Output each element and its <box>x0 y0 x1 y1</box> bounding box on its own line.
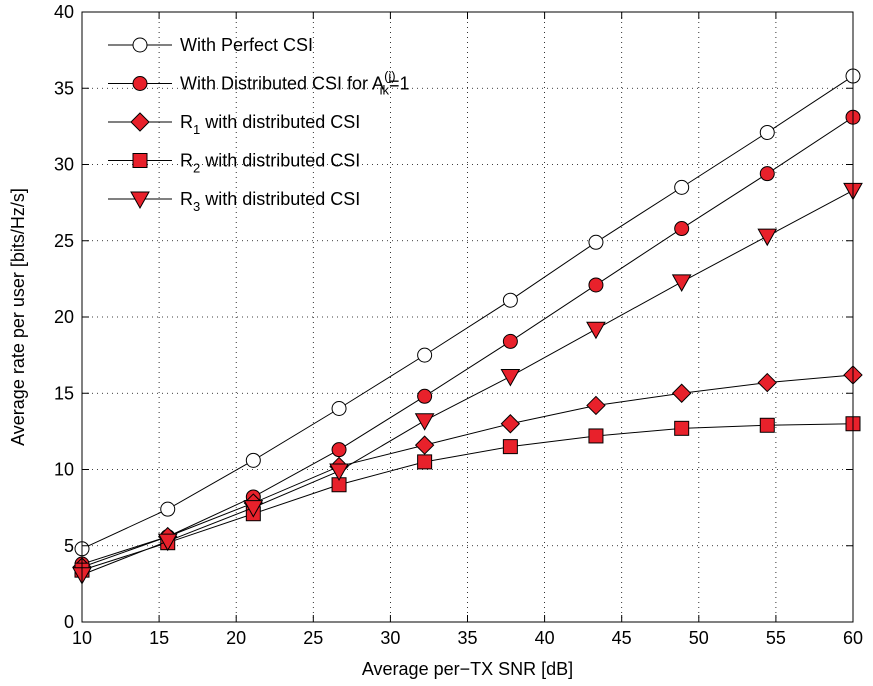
legend-label-suffix: with distributed CSI <box>200 189 360 209</box>
legend-label: R1 with distributed CSI <box>180 112 360 137</box>
legend-label: R3 with distributed CSI <box>180 189 360 214</box>
data-point <box>245 452 261 468</box>
data-point <box>414 413 435 431</box>
legend-entry-3: R1 with distributed CSI <box>108 112 360 137</box>
y-tick-label: 20 <box>54 307 74 327</box>
legend-label-subscript: 2 <box>193 161 200 176</box>
legend-marker <box>130 191 150 210</box>
legend: With Perfect CSI With Distributed CSI for… <box>108 35 410 214</box>
x-tick-label: 30 <box>380 628 400 648</box>
legend-label-superscript: (j) <box>384 69 396 84</box>
legend-label-subscript: 3 <box>193 199 200 214</box>
legend-entry-4: R2 with distributed CSI <box>108 151 360 176</box>
y-tick-label: 40 <box>54 2 74 22</box>
x-tick-label: 35 <box>457 628 477 648</box>
x-tick-label: 55 <box>766 628 786 648</box>
x-tick-label: 40 <box>535 628 555 648</box>
legend-marker <box>132 37 148 53</box>
legend-label-suffix: with distributed CSI <box>200 151 360 171</box>
data-point <box>671 274 692 292</box>
data-point <box>417 388 433 404</box>
data-point <box>502 439 518 455</box>
data-point <box>757 372 777 393</box>
data-point <box>588 234 604 250</box>
data-point <box>759 124 775 140</box>
legend-entry-5: R3 with distributed CSI <box>108 189 360 214</box>
series-2 <box>74 109 861 572</box>
legend-label: With Perfect CSI <box>180 35 313 55</box>
legend-label-main: R <box>180 189 193 209</box>
data-point <box>417 454 433 470</box>
x-tick-label: 25 <box>303 628 323 648</box>
legend-label-main: With Distributed CSI for A <box>180 74 384 94</box>
data-point <box>331 442 347 458</box>
data-point <box>502 292 518 308</box>
x-tick-label: 45 <box>612 628 632 648</box>
y-tick-label: 30 <box>54 155 74 175</box>
legend-marker <box>132 153 148 168</box>
legend-entry-1: With Perfect CSI <box>108 35 313 55</box>
ticks: 10 15 20 25 30 35 40 45 50 55 60 0 5 10 15 20 25 30 35 40 <box>54 2 863 648</box>
data-point <box>157 533 178 552</box>
series-4 <box>74 416 861 578</box>
y-tick-label: 35 <box>54 78 74 98</box>
data-point <box>674 420 690 436</box>
legend-label-main: With Perfect CSI <box>180 35 313 55</box>
x-tick-label: 10 <box>72 628 92 648</box>
data-point <box>160 501 176 517</box>
legend-entry-2: With Distributed CSI for A(j) ik=1 <box>108 69 410 98</box>
data-point <box>759 417 775 433</box>
data-point <box>243 500 264 518</box>
series-line <box>81 189 854 576</box>
x-tick-label: 60 <box>843 628 863 648</box>
data-point <box>502 333 518 349</box>
legend-label-subscript: 1 <box>193 122 200 137</box>
legend-label-main: R <box>180 151 193 171</box>
series-line <box>81 75 854 550</box>
x-axis-label: Average per−TX SNR [dB] <box>362 659 573 679</box>
legend-marker <box>132 76 148 91</box>
y-tick-label: 25 <box>54 231 74 251</box>
data-point <box>757 228 778 247</box>
data-point <box>674 179 690 195</box>
data-point <box>500 414 521 434</box>
series-line <box>81 374 854 568</box>
data-point <box>588 277 604 293</box>
series-1 <box>74 68 861 557</box>
data-point <box>588 428 604 444</box>
data-point <box>329 463 349 482</box>
grid <box>82 12 853 622</box>
data-point <box>331 401 347 416</box>
legend-label-suffix: =1 <box>389 74 410 94</box>
y-tick-label: 0 <box>64 612 74 632</box>
data-point <box>586 395 606 416</box>
y-axis-label: Average rate per user [bits/Hz/s] <box>8 188 28 446</box>
series-layer <box>72 68 863 585</box>
y-tick-label: 5 <box>64 536 74 556</box>
legend-label: With Distributed CSI for A(j) ik=1 <box>180 69 410 98</box>
x-tick-label: 15 <box>149 628 169 648</box>
data-point <box>759 166 775 182</box>
data-point <box>674 221 690 237</box>
legend-label-subscript: ik <box>380 83 390 98</box>
y-tick-label: 15 <box>54 383 74 403</box>
legend-label: R2 with distributed CSI <box>180 151 360 176</box>
x-tick-label: 20 <box>226 628 246 648</box>
data-point <box>586 321 606 340</box>
legend-label-suffix: with distributed CSI <box>200 112 360 132</box>
y-tick-label: 10 <box>54 460 74 480</box>
data-point <box>500 368 521 387</box>
data-point <box>414 435 435 455</box>
data-point <box>671 383 692 403</box>
legend-label-main: R <box>180 112 193 132</box>
data-point <box>417 347 433 363</box>
series-line <box>81 423 854 571</box>
series-line <box>81 116 854 565</box>
legend-marker <box>130 112 150 132</box>
series-5 <box>72 182 863 585</box>
x-tick-label: 50 <box>689 628 709 648</box>
